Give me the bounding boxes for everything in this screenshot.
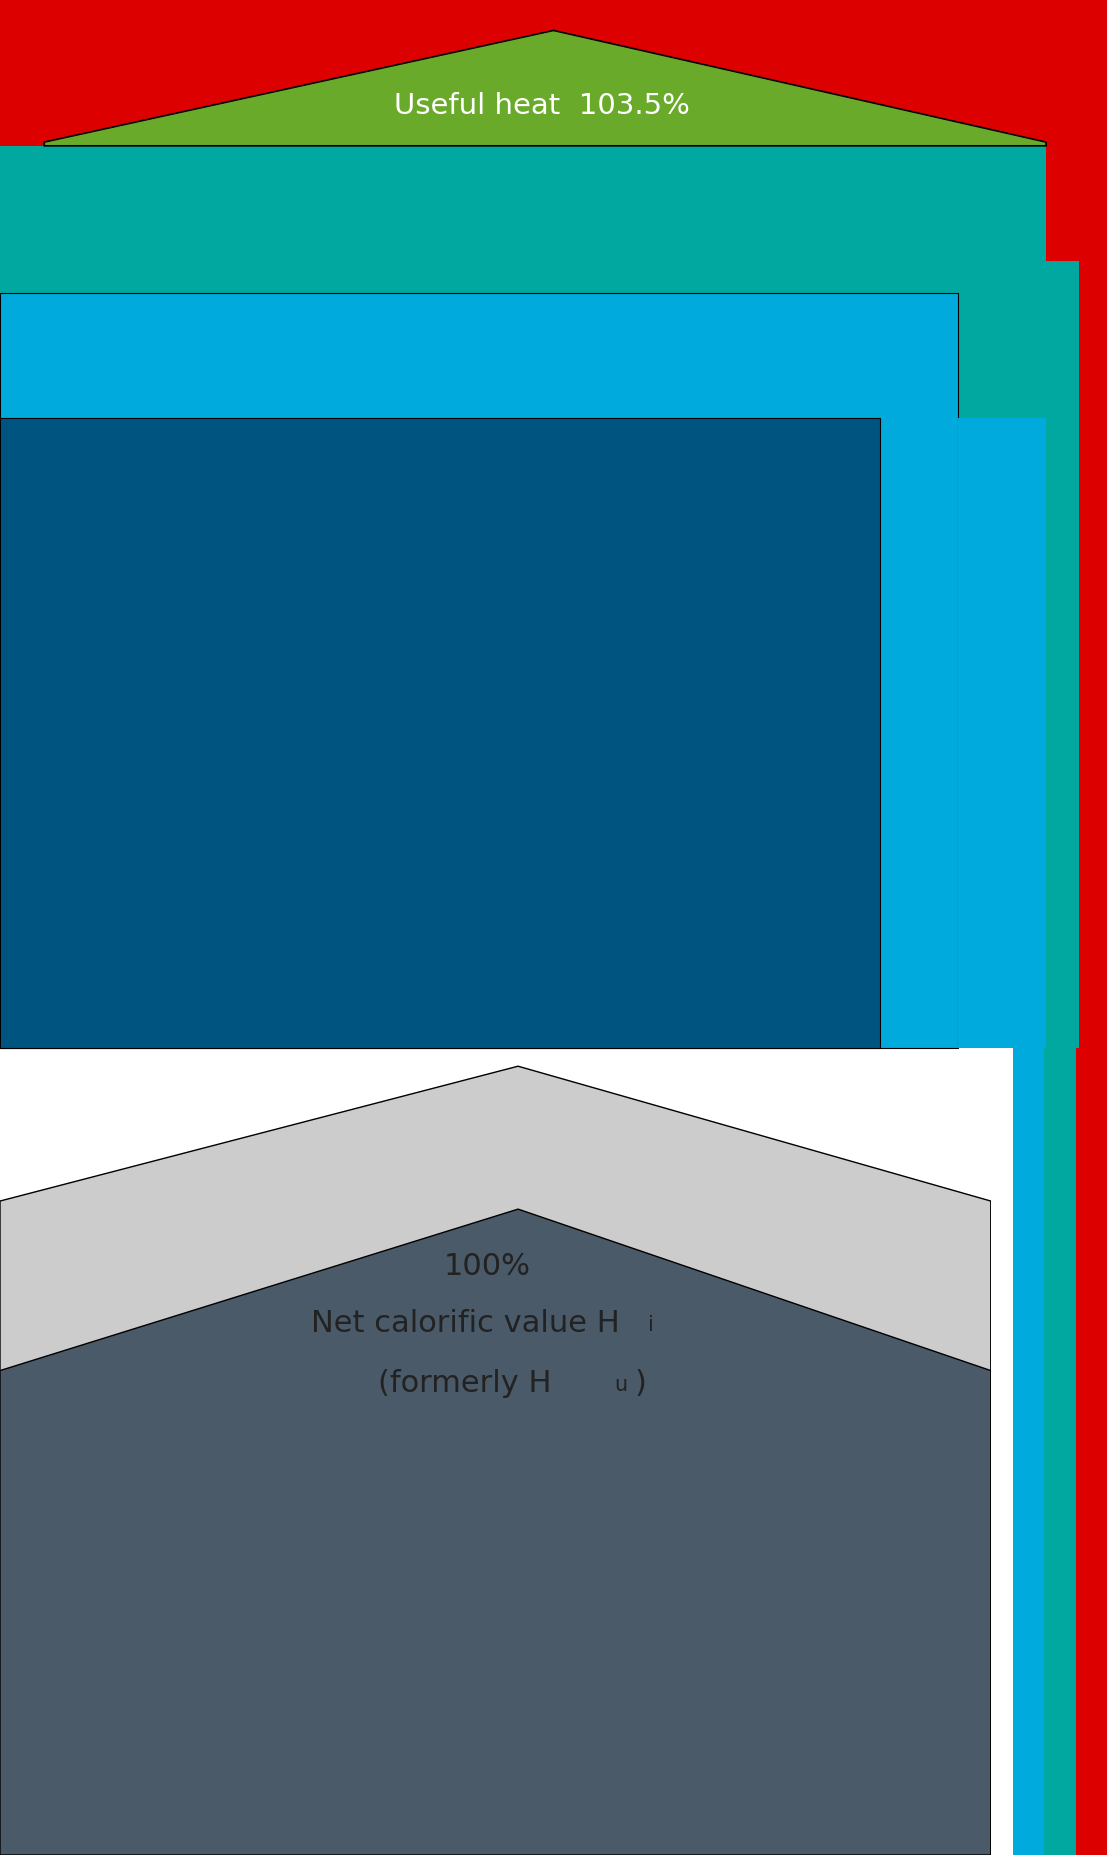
Bar: [991, 1048, 1013, 1855]
Bar: [0, 419, 880, 1048]
Bar: [0, 293, 958, 1048]
Bar: [958, 419, 1046, 1048]
Text: Net calorific value H: Net calorific value H: [311, 1308, 619, 1337]
Polygon shape: [0, 1067, 991, 1855]
Bar: [0, 0, 1107, 1048]
Polygon shape: [0, 1209, 991, 1855]
Bar: [1013, 1048, 1044, 1855]
Text: ): ): [634, 1369, 646, 1397]
Polygon shape: [44, 32, 1046, 147]
Text: i: i: [648, 1313, 653, 1334]
Bar: [1076, 1048, 1107, 1855]
Text: 100%: 100%: [444, 1252, 530, 1280]
Text: u: u: [614, 1375, 628, 1395]
Bar: [1044, 1048, 1076, 1855]
Bar: [1046, 262, 1079, 1048]
Text: Useful heat  103.5%: Useful heat 103.5%: [394, 93, 691, 121]
Text: (formerly H: (formerly H: [379, 1369, 551, 1397]
Bar: [0, 147, 1046, 1048]
